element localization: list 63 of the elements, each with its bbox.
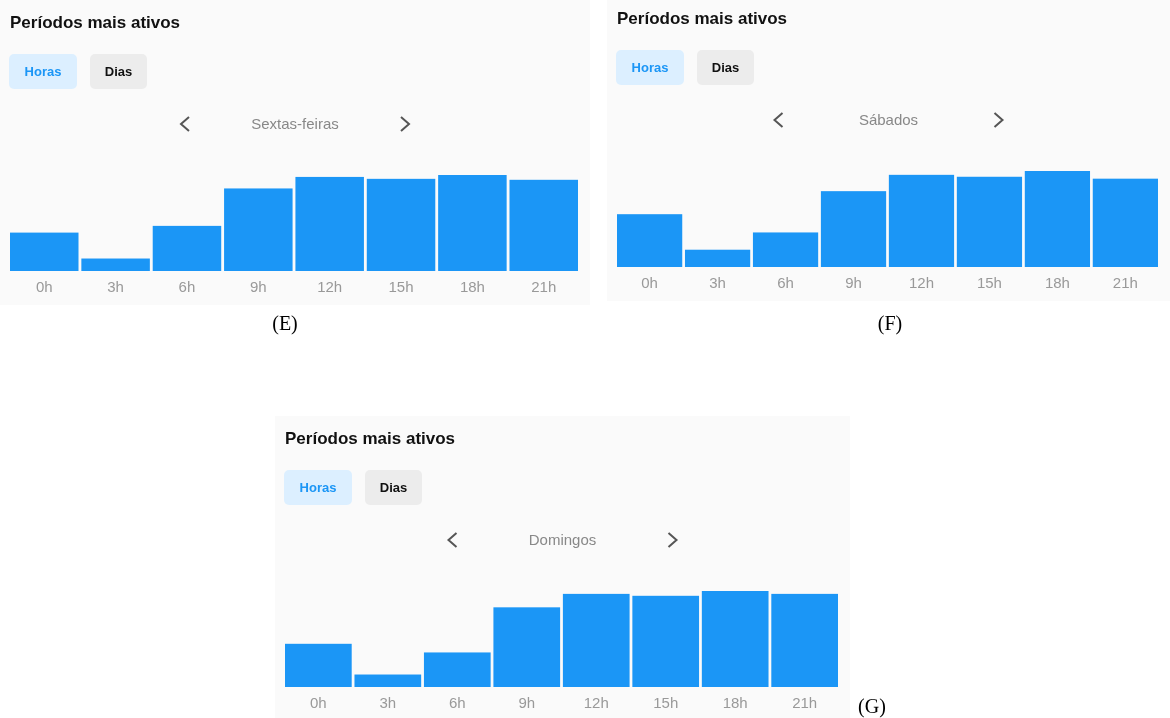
x-tick-label: 21h <box>1112 273 1138 291</box>
chart-title: Períodos mais ativos <box>617 9 788 28</box>
bar <box>10 232 79 271</box>
bar <box>752 232 819 267</box>
chart-title: Períodos mais ativos <box>285 429 456 448</box>
bar <box>295 176 364 271</box>
tab-button: Dias <box>697 50 754 85</box>
x-tick-label: 3h <box>709 273 726 291</box>
tab-button: Horas <box>9 54 77 89</box>
x-tick-label: 18h <box>459 277 485 295</box>
text: (F) <box>877 312 903 335</box>
x-tick-label: 18h <box>1044 273 1070 291</box>
x-tick-label: 6h <box>178 277 196 295</box>
chart-subtitle: Sextas-feiras <box>251 115 339 132</box>
x-tick-label: 6h <box>777 273 794 291</box>
tab-button: Horas <box>284 470 352 505</box>
x-tick-label: 15h <box>388 277 414 295</box>
x-tick-label: 15h <box>976 273 1002 291</box>
x-tick-label: 21h <box>792 693 818 711</box>
x-tick-label: 3h <box>107 277 124 295</box>
bar <box>617 214 683 267</box>
x-tick-label: 9h <box>518 693 536 711</box>
bar <box>366 178 436 271</box>
tab-button: Dias <box>90 54 147 89</box>
x-tick-label: 12h <box>583 693 609 711</box>
x-tick-label: 18h <box>722 693 748 711</box>
x-tick-label: 3h <box>379 693 397 711</box>
bar <box>285 643 352 687</box>
bar <box>354 674 422 687</box>
bar <box>224 188 293 271</box>
bar <box>438 175 507 271</box>
text: (G) <box>858 695 886 718</box>
bar <box>820 191 887 267</box>
x-tick-label: 0h <box>641 273 658 291</box>
tab-button: Horas <box>616 50 684 85</box>
chart-subtitle: Sábados <box>858 111 919 128</box>
x-tick-label: 15h <box>653 693 679 711</box>
x-tick-label: 0h <box>35 277 53 295</box>
x-tick-label: 6h <box>448 693 466 711</box>
x-tick-label: 12h <box>317 277 343 295</box>
bar <box>684 249 751 267</box>
bar <box>632 595 700 687</box>
bar <box>1092 178 1158 267</box>
bar <box>888 174 955 267</box>
bar <box>1024 171 1091 267</box>
bar <box>152 225 222 271</box>
text: (E) <box>272 312 298 335</box>
x-tick-label: 21h <box>531 277 557 295</box>
chart-title: Períodos mais ativos <box>10 13 181 32</box>
bar <box>701 591 769 687</box>
bar <box>509 179 578 271</box>
bar <box>956 176 1023 267</box>
x-tick-label: 0h <box>310 693 327 711</box>
x-tick-label: 9h <box>249 277 267 295</box>
x-tick-label: 12h <box>908 273 934 291</box>
bar <box>771 593 838 687</box>
x-tick-label: 9h <box>845 273 862 291</box>
bar <box>81 258 150 271</box>
bar <box>423 652 491 687</box>
bar <box>562 593 630 687</box>
chart-subtitle: Domingos <box>528 531 597 548</box>
tab-button: Dias <box>365 470 422 505</box>
bar <box>493 607 561 687</box>
